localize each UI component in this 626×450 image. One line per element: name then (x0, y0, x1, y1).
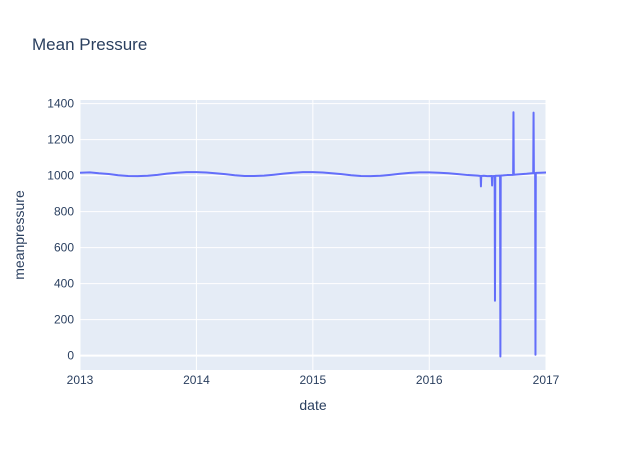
x-axis-title: date (299, 397, 326, 413)
x-tick-label: 2015 (299, 373, 326, 387)
y-axis: 0 200 400 600 800 1000 1200 1400 (47, 97, 74, 363)
y-tick-label: 1400 (47, 97, 74, 111)
y-tick-label: 200 (54, 313, 74, 327)
grid (79, 100, 547, 370)
x-tick-label: 2014 (183, 373, 210, 387)
y-tick-label: 1000 (47, 169, 74, 183)
y-tick-label: 1200 (47, 133, 74, 147)
x-tick-label: 2013 (67, 373, 94, 387)
y-tick-label: 600 (54, 241, 74, 255)
y-tick-label: 800 (54, 205, 74, 219)
x-tick-label: 2016 (416, 373, 443, 387)
y-axis-title: meanpressure (11, 190, 27, 280)
chart-title: Mean Pressure (32, 35, 147, 54)
y-tick-label: 400 (54, 277, 74, 291)
x-axis: 2013 2014 2015 2016 2017 (67, 373, 560, 387)
y-tick-label: 0 (67, 349, 74, 363)
x-tick-label: 2017 (533, 373, 560, 387)
series-line (79, 111, 547, 358)
